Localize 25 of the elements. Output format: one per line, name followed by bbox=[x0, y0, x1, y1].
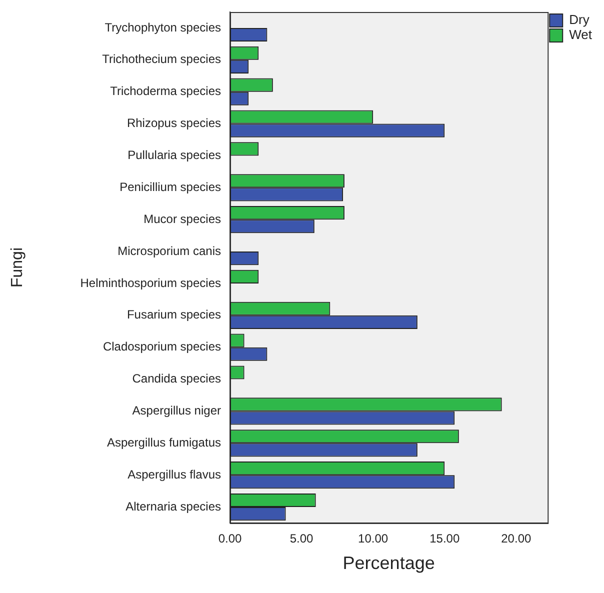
y-tick-label: Cladosporium species bbox=[102, 340, 221, 354]
y-tick-label: Penicillium species bbox=[120, 180, 221, 194]
y-tick-label: Alternaria species bbox=[126, 499, 221, 514]
y-tick-label: Aspergillus niger bbox=[132, 404, 221, 418]
y-tick-label: Aspergillus flavus bbox=[128, 467, 221, 482]
x-tick-label: 15.00 bbox=[430, 532, 460, 546]
y-tick-label: Trichothecium species bbox=[102, 52, 221, 66]
y-tick-label: Trychophyton species bbox=[104, 20, 221, 34]
y-tick-label: Candida species bbox=[132, 372, 221, 386]
y-tick-label: Trichoderma species bbox=[110, 84, 221, 98]
x-tick-label: 10.00 bbox=[358, 532, 388, 546]
y-axis-title: Fungi bbox=[9, 247, 26, 288]
y-tick-label: Pullularia species bbox=[128, 148, 221, 162]
legend-label: Wet bbox=[569, 27, 592, 42]
y-tick-label: Mucor species bbox=[144, 212, 221, 226]
y-tick-label: Fusarium species bbox=[126, 308, 221, 322]
y-tick-label: Helminthosporium species bbox=[80, 276, 221, 290]
y-tick-label: Microsporium canis bbox=[118, 244, 221, 258]
legend-label: Dry bbox=[569, 12, 590, 28]
x-tick-label: 20.00 bbox=[501, 532, 532, 546]
y-tick-label: Rhizopus species bbox=[126, 116, 221, 130]
y-tick-label: Aspergillus fumigatus bbox=[106, 435, 221, 450]
x-axis-title: Percentage bbox=[342, 553, 435, 574]
x-tick-label: 5.00 bbox=[290, 532, 314, 546]
x-tick-label: 0.00 bbox=[218, 532, 242, 546]
